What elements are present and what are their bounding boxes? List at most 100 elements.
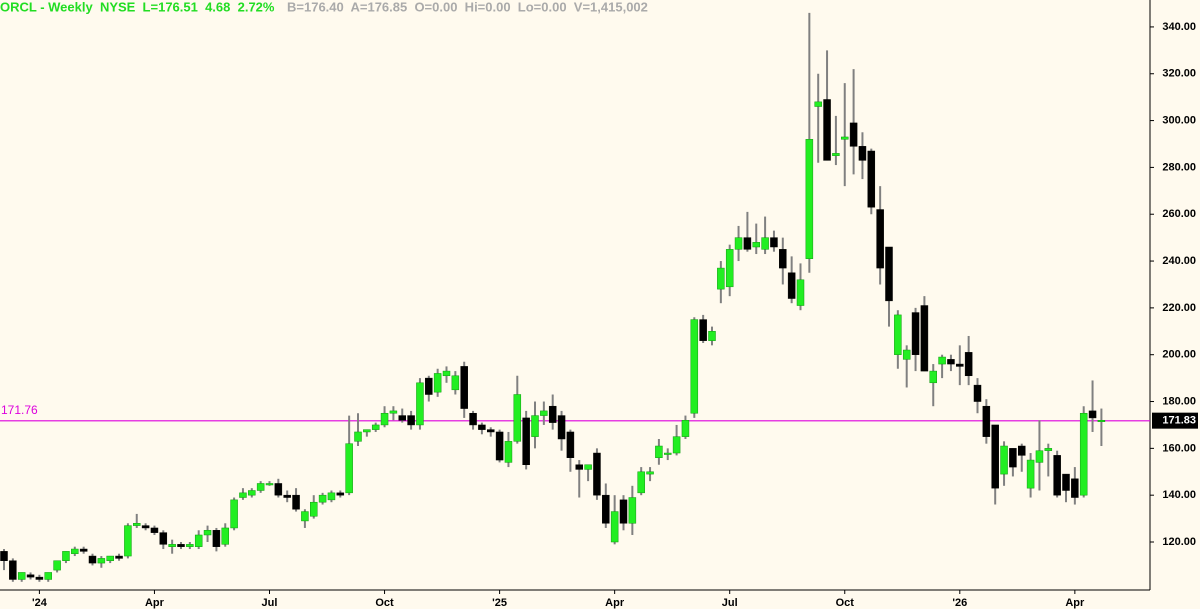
candle-body: [548, 405, 557, 423]
candle-body: [938, 356, 946, 365]
y-tick-label: 160.00: [1162, 442, 1196, 454]
candle-body: [973, 384, 982, 402]
candle-body: [734, 237, 743, 250]
candle-body: [124, 525, 132, 557]
candle-body: [602, 494, 610, 524]
candle-body: [849, 122, 858, 147]
candle-body: [159, 532, 168, 545]
candle-body: [690, 319, 699, 414]
x-tick-label: '24: [32, 597, 48, 609]
y-tick-label: 320.00: [1162, 68, 1196, 80]
candle-body: [310, 501, 318, 517]
candle-body: [752, 242, 760, 248]
candle-body: [186, 544, 194, 547]
candle-body: [177, 544, 185, 547]
candle-body: [389, 410, 398, 414]
candle-body: [770, 237, 778, 248]
chart-subtitle: B=176.40 A=176.85 O=0.00 Hi=0.00 Lo=0.00…: [287, 0, 648, 14]
y-tick-label: 180.00: [1162, 395, 1196, 407]
candle-body: [442, 370, 451, 377]
x-tick-label: Apr: [605, 597, 625, 609]
candle-body: [97, 558, 106, 564]
candle-body: [1053, 455, 1061, 496]
y-tick-label: 140.00: [1162, 489, 1196, 501]
candle-body: [823, 99, 831, 161]
y-tick-label: 340.00: [1162, 21, 1196, 33]
candle-body: [725, 249, 734, 288]
candle-body: [672, 436, 681, 454]
candle-body: [708, 331, 716, 341]
reference-label: 171.76: [1, 403, 38, 417]
x-tick-label: Jul: [262, 597, 278, 609]
candle-body: [168, 544, 176, 547]
candle-body: [779, 249, 787, 269]
candle-body: [956, 363, 964, 367]
candle-body: [0, 551, 8, 561]
chart-title: ORCL - Weekly NYSE L=176.51 4.68 2.72%: [0, 0, 275, 14]
candle-body: [646, 471, 654, 475]
candle-body: [133, 523, 141, 526]
candle-body: [35, 576, 44, 580]
candle-body: [1000, 445, 1008, 475]
candle-body: [911, 312, 920, 355]
candle-body: [62, 551, 70, 561]
x-tick-label: Apr: [145, 597, 165, 609]
candle-body: [354, 431, 362, 442]
candle-body: [894, 314, 902, 355]
candle-body: [991, 424, 999, 489]
last-price-label: 171.83: [1162, 415, 1196, 427]
candle-body: [619, 499, 628, 524]
candle-body: [1071, 478, 1079, 498]
candle-body: [814, 101, 822, 107]
candle-body: [593, 452, 601, 496]
candle-body: [407, 415, 415, 426]
candle-body: [1018, 445, 1026, 456]
y-tick-label: 120.00: [1162, 536, 1196, 548]
candle-body: [336, 492, 345, 496]
candle-body: [115, 555, 123, 559]
x-tick-label: Apr: [1065, 597, 1085, 609]
candle-body: [44, 572, 52, 580]
candle-body: [460, 366, 468, 409]
candle-body: [88, 555, 97, 564]
candle-body: [637, 471, 645, 494]
y-tick-label: 260.00: [1162, 208, 1196, 220]
candle-body: [584, 464, 592, 470]
candle-body: [53, 560, 61, 571]
candle-body: [1079, 412, 1088, 496]
candle-body: [1062, 473, 1070, 491]
candle-body: [947, 359, 955, 365]
candle-body: [743, 237, 752, 250]
candle-body: [920, 305, 929, 372]
candle-body: [504, 441, 513, 463]
x-tick-label: Jul: [722, 597, 738, 609]
candle-body: [1088, 410, 1097, 419]
candle-body: [557, 415, 566, 440]
candle-body: [283, 494, 291, 498]
candle-body: [522, 417, 530, 465]
candle-body: [787, 272, 796, 299]
candle-body: [610, 511, 619, 543]
candle-body: [1026, 459, 1035, 489]
candle-body: [203, 530, 212, 536]
candle-body: [71, 548, 79, 554]
candle-body: [106, 555, 114, 561]
candle-body: [371, 424, 380, 430]
candle-body: [876, 209, 884, 269]
candle-body: [265, 483, 274, 486]
candle-body: [425, 377, 433, 395]
y-tick-label: 280.00: [1162, 161, 1196, 173]
candle-body: [248, 490, 256, 496]
y-tick-label: 300.00: [1162, 114, 1196, 126]
candle-body: [796, 279, 805, 306]
candle-body: [345, 443, 353, 494]
candle-body: [79, 548, 88, 552]
candle-body: [433, 373, 442, 393]
candle-body: [867, 150, 876, 208]
candle-body: [531, 415, 539, 437]
candle-body: [513, 394, 522, 442]
candle-body: [566, 431, 575, 458]
candle-body: [540, 410, 548, 416]
candle-body: [575, 464, 583, 470]
